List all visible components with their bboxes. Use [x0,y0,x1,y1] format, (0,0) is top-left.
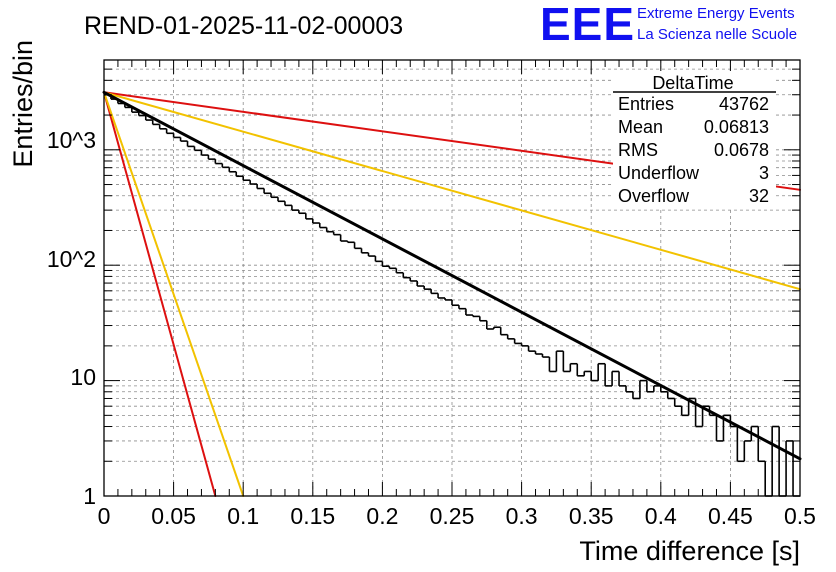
fit-line [102,90,802,461]
y-tick-label: 10^3 [47,127,96,153]
stats-title: DeltaTime [652,73,733,93]
stats-label: Mean [618,117,663,137]
x-tick-label: 0.25 [430,503,475,529]
x-tick-label: 0.15 [290,503,335,529]
stats-value: 32 [749,186,769,206]
x-tick-label: 0.2 [366,503,398,529]
reference-line [103,91,217,497]
eee-logo: EEE Extreme Energy Events La Scienza nel… [540,0,797,50]
stats-label: Underflow [618,163,700,183]
y-axis-title: Entries/bin [8,40,38,168]
stats-box: DeltaTime Entries 43762 Mean 0.06813 RMS… [613,71,776,207]
reference-line [103,91,801,291]
y-tick-labels: 1 10 10^2 10^3 [47,127,96,509]
stats-value: 0.06813 [704,117,769,137]
fit-curve [102,90,802,461]
stats-label: Overflow [618,186,690,206]
x-tick-labels: 0 0.05 0.1 0.15 0.2 0.25 0.3 0.35 0.4 0.… [98,503,816,529]
stats-label: Entries [618,94,674,114]
y-tick-label: 10 [70,364,96,390]
x-tick-label: 0.35 [569,503,614,529]
logo-letters: EEE [540,0,635,50]
x-tick-label: 0.1 [227,503,259,529]
axis-ticks [103,59,801,497]
x-tick-label: 0.05 [151,503,196,529]
x-tick-label: 0.3 [506,503,538,529]
x-tick-label: 0.45 [708,503,753,529]
reference-line [103,91,245,497]
x-tick-label: 0.5 [784,503,816,529]
y-tick-label: 1 [83,483,96,509]
stats-box-background [613,71,776,207]
stats-value: 3 [759,163,769,183]
logo-line1: Extreme Energy Events [637,5,795,22]
stats-label: RMS [618,140,658,160]
stats-value: 0.0678 [714,140,769,160]
logo-line2: La Scienza nelle Scuole [637,26,797,43]
x-tick-label: 0 [98,503,111,529]
x-axis-title: Time difference [s] [579,536,800,566]
x-tick-label: 0.4 [645,503,677,529]
y-tick-label: 10^2 [47,246,96,272]
stats-value: 43762 [719,94,769,114]
run-title: REND-01-2025-11-02-00003 [84,12,403,40]
histogram [104,93,800,497]
